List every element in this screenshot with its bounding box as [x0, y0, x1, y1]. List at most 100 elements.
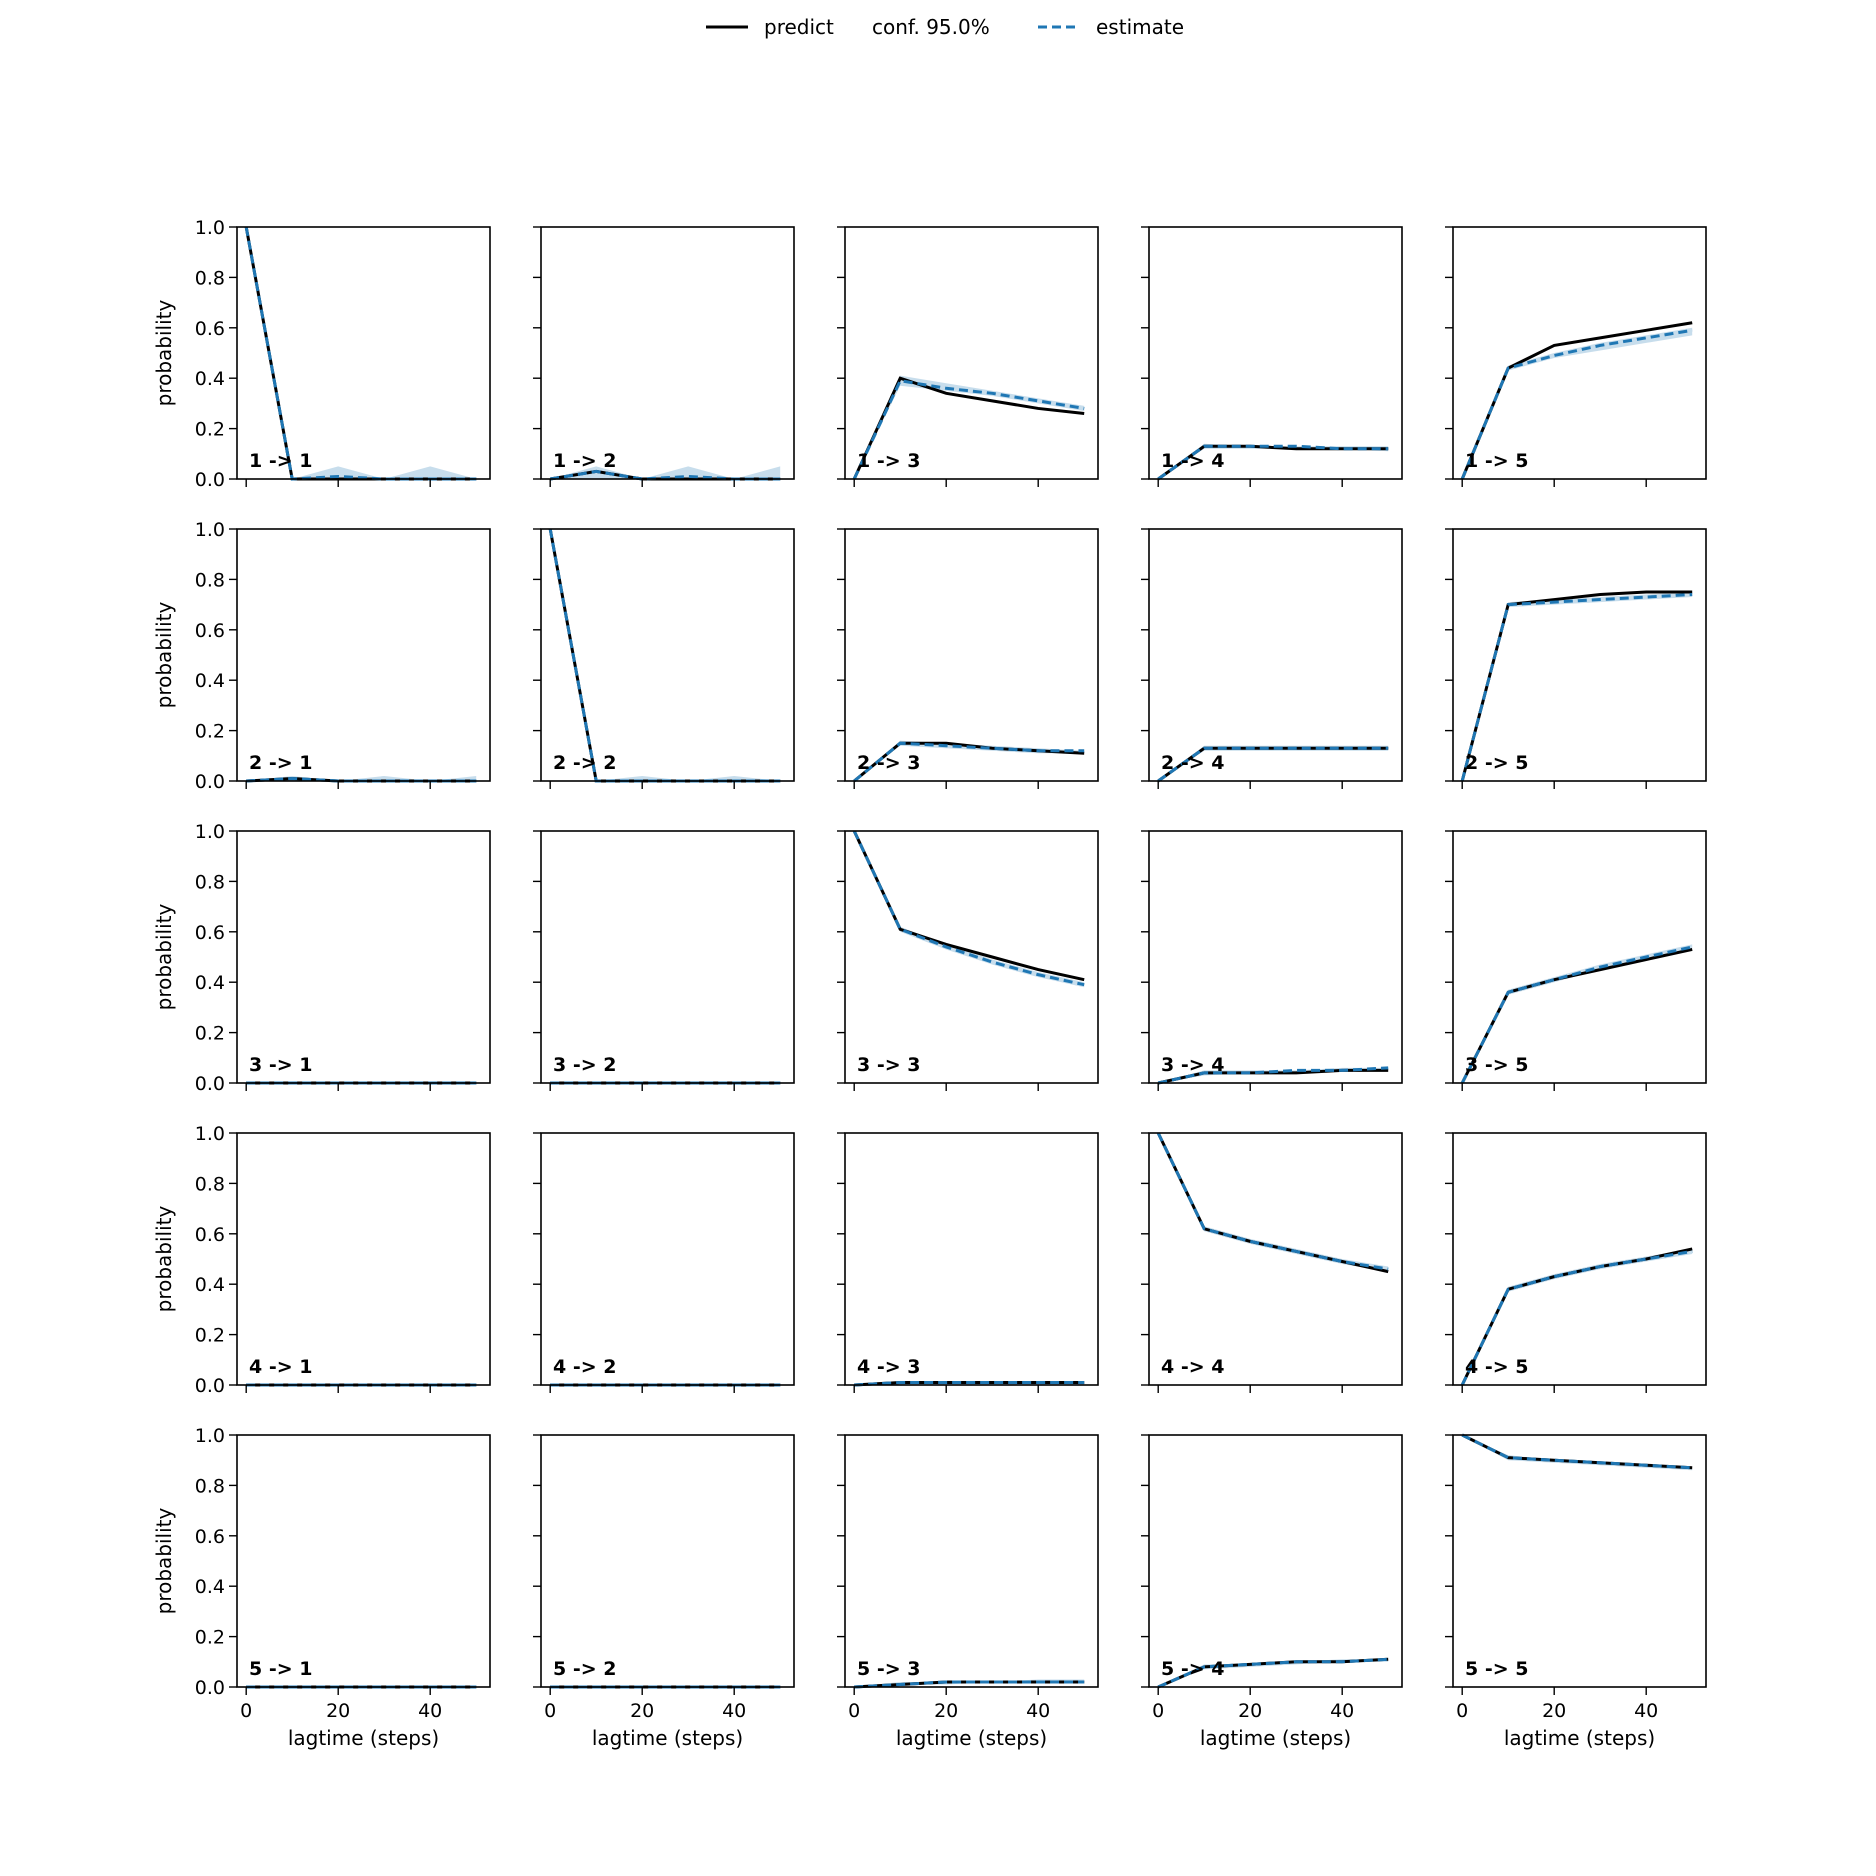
y-tick-label: 1.0	[195, 1425, 225, 1447]
panel-label: 4 -> 1	[249, 1356, 312, 1378]
axes-frame	[1452, 1132, 1707, 1386]
panel-label: 1 -> 1	[249, 450, 312, 472]
y-tick-label: 0.6	[195, 922, 225, 944]
x-tick-label: 40	[1330, 1700, 1354, 1722]
axes-frame	[844, 226, 1099, 480]
y-tick-label: 0.8	[195, 1475, 225, 1497]
panel-label: 5 -> 2	[553, 1658, 616, 1680]
axes-frame	[1148, 226, 1403, 480]
panel-label: 1 -> 2	[553, 450, 616, 472]
panel-label: 3 -> 2	[553, 1054, 616, 1076]
panel-label: 2 -> 5	[1465, 752, 1528, 774]
y-tick-label: 0.0	[195, 1677, 225, 1699]
subplot-2-4: 2 -> 4	[1141, 528, 1403, 789]
estimate-line	[854, 1380, 1085, 1387]
estimate-line	[1460, 945, 1693, 1084]
x-axis-title: lagtime (steps)	[1504, 1726, 1655, 1750]
subplot-1-3: 1 -> 3	[837, 226, 1099, 487]
subplot-4-4: 4 -> 4	[1141, 1132, 1403, 1393]
y-tick-label: 1.0	[195, 519, 225, 541]
panel-label: 4 -> 2	[553, 1356, 616, 1378]
subplot-3-1: 0.0 0.2 0.4 0.6 0.8 1.0 probability 3 -> 1	[152, 821, 491, 1095]
axes-frame	[236, 1434, 491, 1688]
estimate-line	[1460, 328, 1693, 480]
subplot-2-2: 2 -> 2	[533, 528, 795, 789]
y-axis-title: probability	[152, 1205, 176, 1312]
subplot-4-2: 4 -> 2	[533, 1132, 795, 1393]
conf-band	[246, 227, 477, 479]
conf-band	[550, 466, 781, 479]
x-axis-title: lagtime (steps)	[896, 1726, 1047, 1750]
panel-label: 1 -> 5	[1465, 450, 1528, 472]
y-axis-title: probability	[152, 601, 176, 708]
axes-frame	[1452, 1434, 1707, 1688]
axes-frame	[1452, 830, 1707, 1084]
conf-band	[1158, 443, 1389, 479]
subplot-3-4: 3 -> 4	[1141, 830, 1403, 1091]
y-tick-label: 0.2	[195, 1325, 225, 1347]
legend-estimate-label: estimate	[1096, 15, 1184, 39]
y-tick-label: 0.0	[195, 1073, 225, 1095]
axes-frame	[1148, 1434, 1403, 1688]
legend: predict conf. 95.0% estimate	[706, 15, 1184, 39]
y-axis-title: probability	[152, 903, 176, 1010]
estimate-line	[1157, 746, 1389, 783]
subplot-5-3: 0 20 40 lagtime (steps) 5 -> 3	[837, 1434, 1099, 1750]
estimate-line	[1157, 444, 1389, 481]
x-tick-label: 0	[848, 1700, 860, 1722]
estimate-line	[1157, 1657, 1389, 1689]
subplot-1-5: 1 -> 5	[1445, 226, 1707, 487]
y-tick-label: 0.0	[195, 469, 225, 491]
panel-label: 2 -> 1	[249, 752, 312, 774]
x-axis-title: lagtime (steps)	[592, 1726, 743, 1750]
axes-frame	[236, 226, 491, 480]
axes-frame	[236, 1132, 491, 1386]
y-axis-title: probability	[152, 1507, 176, 1614]
y-tick-label: 0.4	[195, 1274, 225, 1296]
y-tick-label: 0.8	[195, 1173, 225, 1195]
subplot-1-2: 1 -> 2	[533, 226, 795, 487]
x-axis-title: lagtime (steps)	[1200, 1726, 1351, 1750]
axes-frame	[540, 528, 795, 782]
axes-frame	[844, 1434, 1099, 1688]
axes-frame	[1452, 528, 1707, 782]
estimate-line	[548, 528, 781, 783]
subplot-5-4: 0 20 40 lagtime (steps) 5 -> 4	[1141, 1434, 1403, 1750]
axes-frame	[1148, 1132, 1403, 1386]
subplot-1-1: 0.0 0.2 0.4 0.6 0.8 1.0 probability 1 -> 1	[152, 217, 491, 491]
estimate-line	[1461, 1433, 1693, 1470]
panel-label: 3 -> 1	[249, 1054, 312, 1076]
y-tick-label: 0.2	[195, 1023, 225, 1045]
y-tick-label: 0.6	[195, 1224, 225, 1246]
estimate-line	[549, 469, 781, 481]
estimate-line	[853, 741, 1085, 783]
y-tick-label: 0.2	[195, 1627, 225, 1649]
x-tick-label: 40	[1026, 1700, 1050, 1722]
y-tick-label: 0.6	[195, 1526, 225, 1548]
axes-frame	[844, 528, 1099, 782]
y-tick-label: 0.4	[195, 972, 225, 994]
axes-frame	[540, 1132, 795, 1386]
y-tick-label: 0.2	[195, 419, 225, 441]
axes-frame	[844, 1132, 1099, 1386]
y-tick-label: 0.4	[195, 670, 225, 692]
estimate-line	[852, 830, 1085, 987]
y-tick-label: 0.4	[195, 1576, 225, 1598]
panel-label: 4 -> 5	[1465, 1356, 1528, 1378]
axes-frame	[540, 226, 795, 480]
panel-label: 4 -> 4	[1161, 1356, 1224, 1378]
conf-band	[1158, 1133, 1389, 1272]
estimate-line	[854, 1680, 1085, 1689]
axes-frame	[236, 830, 491, 1084]
x-tick-label: 40	[418, 1700, 442, 1722]
x-tick-label: 0	[1456, 1700, 1468, 1722]
predict-line	[1460, 590, 1693, 782]
y-tick-label: 1.0	[195, 217, 225, 239]
subplot-3-5: 3 -> 5	[1445, 830, 1707, 1091]
panel-label: 5 -> 5	[1465, 1658, 1528, 1680]
x-axis-title: lagtime (steps)	[288, 1726, 439, 1750]
subplot-2-3: 2 -> 3	[837, 528, 1099, 789]
y-tick-label: 0.8	[195, 871, 225, 893]
estimate-line	[1460, 1249, 1693, 1386]
